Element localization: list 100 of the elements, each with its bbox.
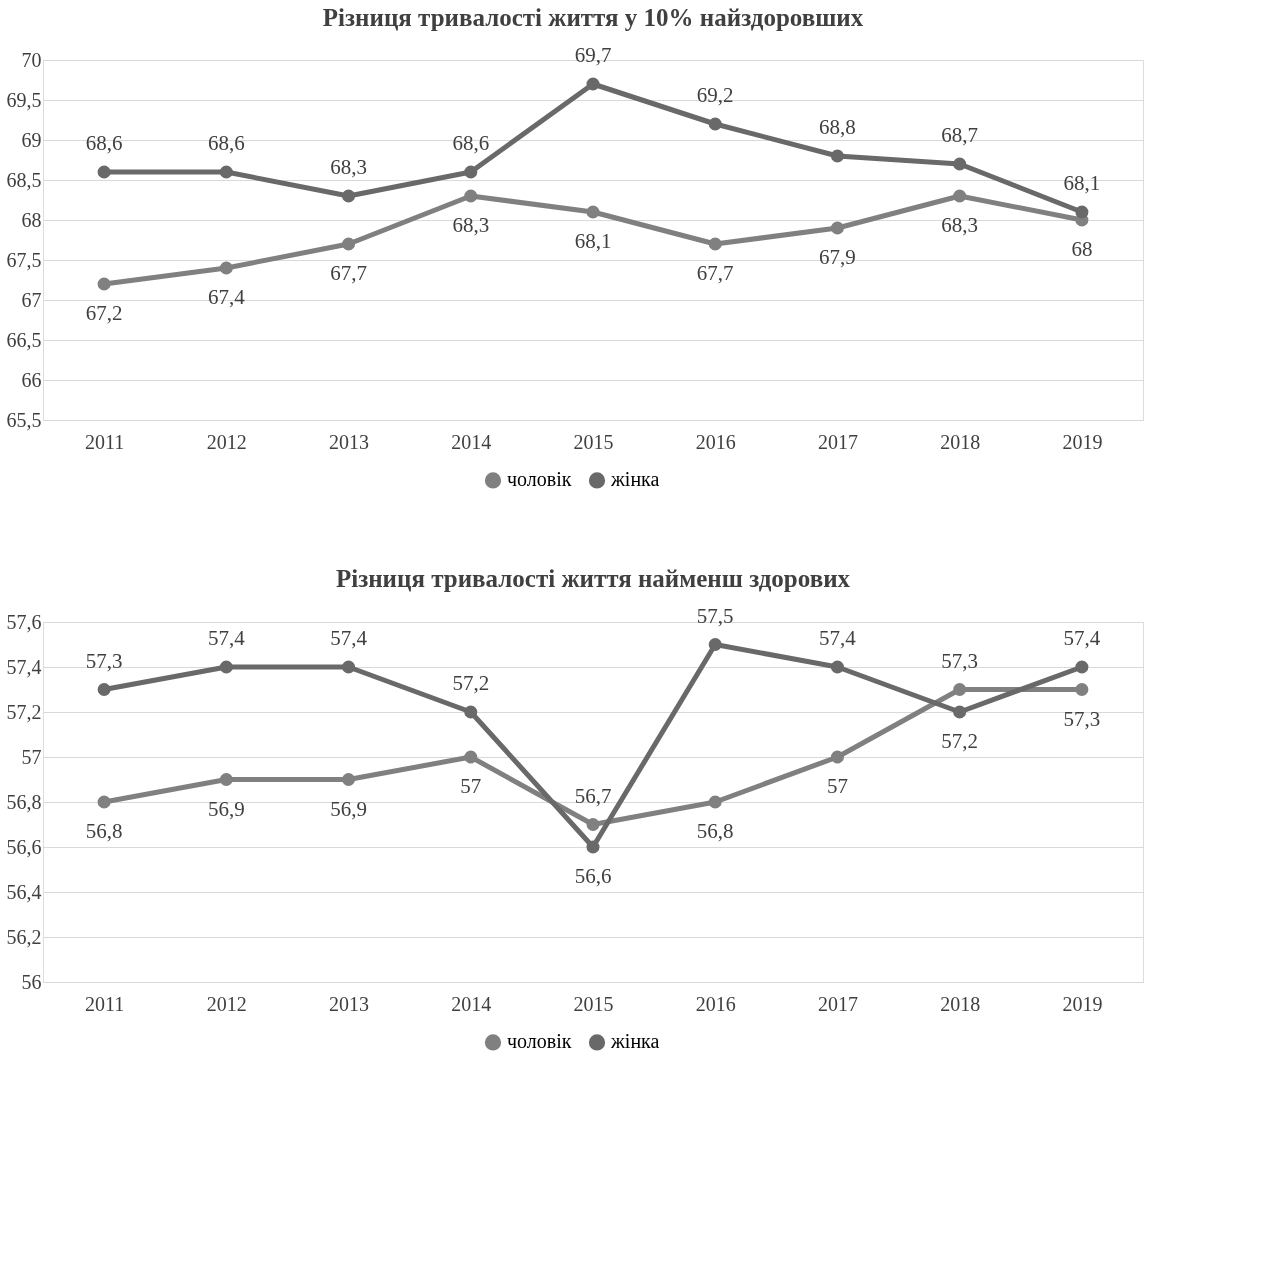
point xyxy=(830,750,844,764)
x-tick-label: 2017 xyxy=(817,430,858,453)
point xyxy=(953,189,967,203)
data-label: 67,2 xyxy=(85,301,123,325)
data-label: 57,3 xyxy=(85,648,123,673)
data-label: 69,7 xyxy=(574,43,612,67)
x-tick-label: 2011 xyxy=(84,992,125,1015)
x-tick-label: 2018 xyxy=(940,992,981,1015)
y-tick-label: 65,5 xyxy=(6,408,42,431)
data-label: 68,1 xyxy=(574,229,612,253)
y-tick-label: 69 xyxy=(21,128,42,151)
point xyxy=(830,660,844,674)
point xyxy=(97,277,111,291)
point xyxy=(830,221,844,235)
data-label: 67,9 xyxy=(819,245,856,269)
point xyxy=(464,189,478,203)
point xyxy=(953,682,967,697)
y-tick-label: 57 xyxy=(21,745,42,768)
x-tick-label: 2011 xyxy=(84,430,125,453)
data-label: 57 xyxy=(460,774,482,798)
data-label: 57,3 xyxy=(941,648,979,673)
point xyxy=(708,637,722,652)
data-label: 68 xyxy=(1071,237,1093,261)
data-label: 67,7 xyxy=(696,261,734,285)
legend-label: жінка xyxy=(610,468,660,491)
data-label: 56,6 xyxy=(574,864,612,888)
point xyxy=(97,165,111,179)
point xyxy=(830,149,844,163)
y-tick-label: 56,8 xyxy=(6,790,42,813)
point xyxy=(708,795,722,809)
point xyxy=(1075,205,1089,219)
x-tick-label: 2013 xyxy=(329,430,370,453)
data-label: 68,1 xyxy=(1063,171,1101,195)
data-label: 67,7 xyxy=(330,261,367,285)
x-tick-label: 2017 xyxy=(817,992,858,1015)
x-tick-label: 2013 xyxy=(329,992,370,1015)
x-tick-label: 2016 xyxy=(695,992,736,1015)
x-tick-label: 2012 xyxy=(206,992,247,1015)
point xyxy=(342,660,356,674)
point xyxy=(708,117,722,131)
point xyxy=(219,261,233,275)
x-tick-label: 2018 xyxy=(940,430,981,453)
data-label: 67,4 xyxy=(207,285,246,309)
y-tick-label: 56,4 xyxy=(6,880,42,903)
y-tick-label: 68,5 xyxy=(6,168,42,191)
y-tick-label: 57,6 xyxy=(6,610,42,633)
y-tick-label: 66,5 xyxy=(6,328,42,351)
point xyxy=(219,660,233,674)
y-tick-label: 68 xyxy=(21,208,42,231)
data-label: 56,7 xyxy=(574,783,612,808)
data-label: 56,8 xyxy=(85,819,123,843)
point xyxy=(464,750,478,764)
y-tick-label: 69,5 xyxy=(6,88,42,111)
point xyxy=(953,705,967,719)
y-tick-label: 56,6 xyxy=(6,835,42,858)
data-label: 57,3 xyxy=(1063,706,1101,731)
point xyxy=(97,795,111,809)
y-tick-label: 67 xyxy=(21,288,42,311)
data-label: 57,4 xyxy=(819,626,857,650)
x-tick-label: 2016 xyxy=(695,430,736,453)
x-tick-label: 2014 xyxy=(451,992,492,1015)
point xyxy=(586,840,600,854)
point xyxy=(586,817,600,832)
data-label: 68,8 xyxy=(819,115,856,139)
point xyxy=(1075,660,1089,674)
data-label: 68,3 xyxy=(941,213,979,237)
y-tick-label: 56,2 xyxy=(6,925,42,948)
data-label: 68,6 xyxy=(207,131,245,155)
point xyxy=(708,237,722,251)
data-label: 57,4 xyxy=(207,626,246,650)
data-label: 57,4 xyxy=(1063,626,1101,650)
chart-title: Різниця тривалості життя найменш здорових xyxy=(335,564,851,592)
point xyxy=(464,165,478,179)
point xyxy=(97,682,111,697)
data-label: 57,2 xyxy=(941,729,979,753)
data-label: 68,3 xyxy=(330,155,367,179)
legend-label: жінка xyxy=(610,1030,660,1053)
point xyxy=(219,772,233,787)
y-tick-label: 57,2 xyxy=(6,700,42,723)
chart-title: Різниця тривалості життя у 10% найздоровших xyxy=(322,4,864,31)
x-tick-label: 2019 xyxy=(1062,992,1103,1015)
point xyxy=(953,157,967,171)
point xyxy=(586,77,600,91)
data-label: 56,9 xyxy=(330,796,367,821)
data-label: 69,2 xyxy=(696,83,734,107)
point xyxy=(219,165,233,179)
legend-label: чоловік xyxy=(507,1030,572,1053)
data-label: 56,9 xyxy=(207,796,245,821)
data-label: 57,4 xyxy=(330,626,368,650)
x-tick-label: 2015 xyxy=(573,430,614,453)
y-tick-label: 66 xyxy=(21,368,42,391)
legend-label: чоловік xyxy=(507,468,572,491)
data-label: 68,3 xyxy=(452,213,490,237)
y-tick-label: 56 xyxy=(21,970,42,993)
point xyxy=(342,237,356,251)
data-label: 57 xyxy=(826,774,848,798)
x-tick-label: 2019 xyxy=(1062,430,1103,453)
x-tick-label: 2014 xyxy=(451,430,492,453)
data-label: 57,5 xyxy=(696,603,734,628)
y-tick-label: 70 xyxy=(21,48,42,71)
